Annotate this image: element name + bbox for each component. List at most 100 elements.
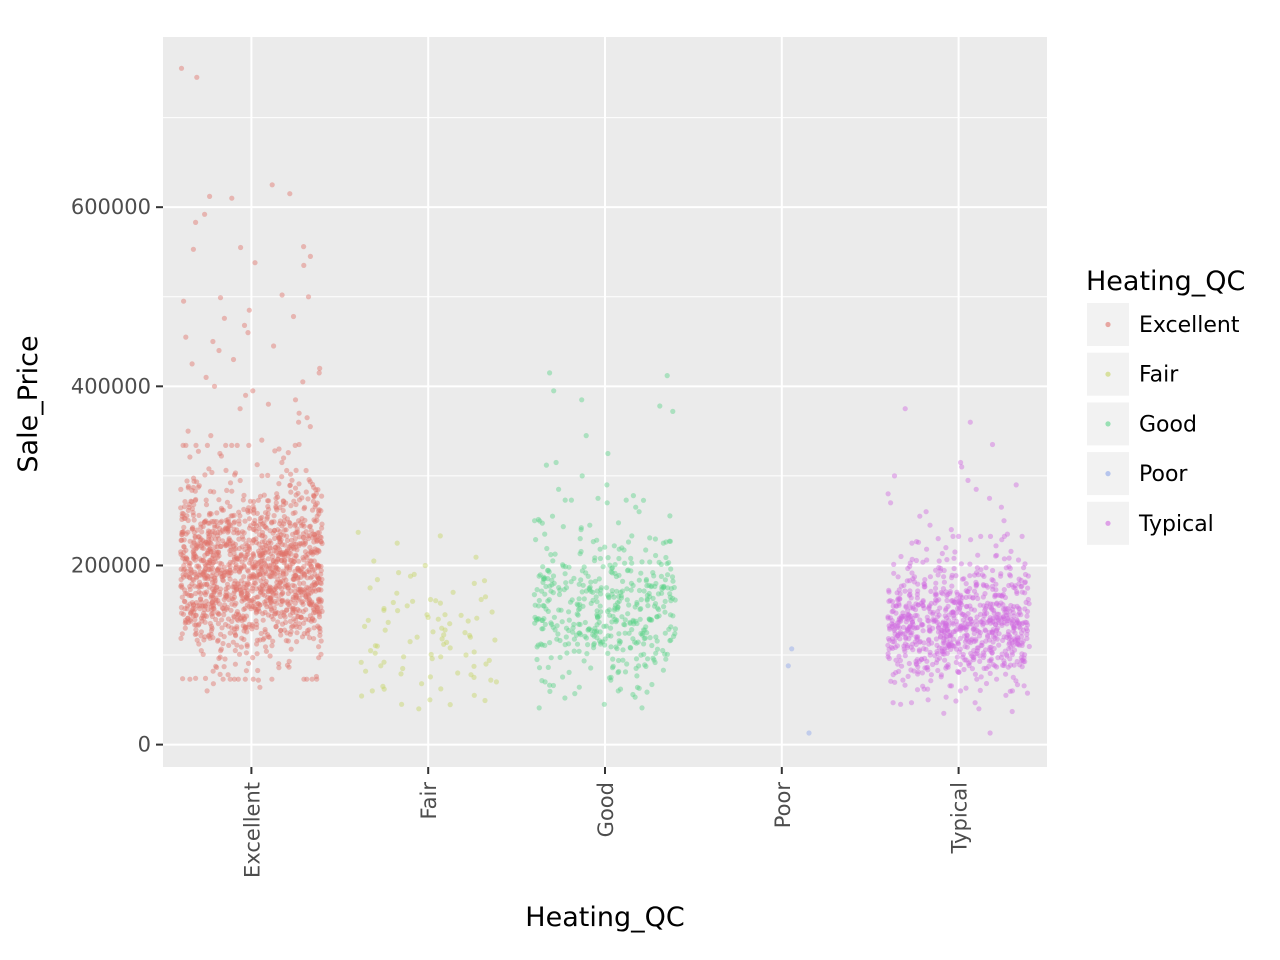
data-point-excellent xyxy=(316,644,322,650)
data-point-excellent xyxy=(206,559,212,566)
data-point-excellent xyxy=(307,561,313,567)
data-point-excellent xyxy=(234,642,240,648)
data-point-excellent xyxy=(192,497,198,504)
data-point-excellent xyxy=(218,570,224,576)
data-point-excellent xyxy=(270,561,277,567)
data-point-excellent xyxy=(273,585,279,591)
data-point-typical xyxy=(944,597,950,604)
data-point-typical xyxy=(963,594,969,601)
data-point-excellent xyxy=(288,646,294,652)
data-point-excellent xyxy=(228,513,234,519)
data-point-excellent xyxy=(250,388,256,394)
data-point-good xyxy=(638,570,644,576)
data-point-typical xyxy=(994,664,1000,670)
data-point-excellent xyxy=(217,530,223,536)
data-point-typical xyxy=(1018,577,1024,583)
data-point-excellent xyxy=(268,540,274,546)
data-point-excellent xyxy=(207,557,213,563)
data-point-good xyxy=(592,625,598,632)
data-point-excellent xyxy=(232,632,239,638)
data-point-fair xyxy=(395,608,401,614)
data-point-typical xyxy=(912,607,919,613)
data-point-excellent xyxy=(313,502,319,508)
data-point-excellent xyxy=(203,497,209,503)
data-point-excellent xyxy=(298,614,304,620)
data-point-excellent xyxy=(301,589,307,595)
data-point-good xyxy=(549,582,555,588)
data-point-excellent xyxy=(233,611,240,617)
data-point-typical xyxy=(957,646,963,652)
data-point-excellent xyxy=(241,597,247,603)
data-point-excellent xyxy=(227,570,233,576)
data-point-excellent xyxy=(229,601,235,607)
data-point-good xyxy=(624,597,630,603)
data-point-good xyxy=(636,663,642,669)
data-point-excellent xyxy=(233,546,239,552)
data-point-typical xyxy=(917,513,923,519)
data-point-excellent xyxy=(194,574,200,580)
data-point-good xyxy=(634,599,640,606)
data-point-excellent xyxy=(286,658,292,665)
data-point-excellent xyxy=(189,526,195,532)
data-point-excellent xyxy=(305,536,311,542)
data-point-excellent xyxy=(265,612,271,618)
data-point-typical xyxy=(901,646,907,652)
data-point-good xyxy=(668,598,674,604)
data-point-typical xyxy=(963,604,970,610)
data-point-fair xyxy=(410,598,416,604)
data-point-good xyxy=(550,682,557,689)
data-point-excellent xyxy=(251,507,257,513)
data-point-typical xyxy=(953,646,960,652)
data-point-typical xyxy=(988,601,994,607)
major-gridlines xyxy=(163,37,1047,767)
data-point-excellent xyxy=(281,575,287,581)
data-point-typical xyxy=(903,603,909,609)
data-point-typical xyxy=(931,618,937,625)
data-point-typical xyxy=(974,650,980,657)
data-point-excellent xyxy=(273,600,280,606)
data-point-good xyxy=(629,627,635,633)
data-point-excellent xyxy=(312,531,318,538)
data-point-good xyxy=(607,562,613,568)
data-point-excellent xyxy=(193,675,199,681)
data-point-typical xyxy=(885,491,891,497)
data-point-excellent xyxy=(271,343,277,349)
data-point-typical xyxy=(969,618,975,625)
data-point-good xyxy=(644,630,650,636)
data-point-excellent xyxy=(267,538,273,544)
data-point-good xyxy=(562,642,568,648)
data-point-typical xyxy=(951,599,957,605)
data-point-good xyxy=(656,607,662,613)
data-point-typical xyxy=(989,606,995,613)
data-point-typical xyxy=(887,615,894,621)
data-point-excellent xyxy=(228,570,234,576)
data-point-excellent xyxy=(194,543,200,549)
data-point-excellent xyxy=(279,474,285,480)
data-point-typical xyxy=(1004,621,1010,627)
data-point-good xyxy=(602,636,608,642)
data-point-typical xyxy=(989,629,995,636)
data-point-typical xyxy=(1006,617,1012,624)
data-point-excellent xyxy=(221,608,227,614)
data-point-typical xyxy=(983,603,990,609)
data-point-excellent xyxy=(260,521,266,527)
data-point-good xyxy=(571,648,577,654)
data-point-good xyxy=(594,614,601,620)
data-point-typical xyxy=(941,635,947,641)
data-point-typical xyxy=(1022,590,1028,596)
data-point-excellent xyxy=(185,507,191,513)
data-point-excellent xyxy=(315,596,322,602)
data-point-excellent xyxy=(244,543,250,549)
data-point-excellent xyxy=(279,459,285,466)
data-point-typical xyxy=(948,641,954,647)
data-point-excellent xyxy=(293,552,299,558)
data-point-excellent xyxy=(236,545,242,552)
data-point-typical xyxy=(992,632,999,638)
data-point-typical xyxy=(967,603,973,609)
data-point-good xyxy=(594,608,600,614)
data-point-typical xyxy=(896,653,902,660)
data-point-excellent xyxy=(305,496,311,502)
data-point-typical xyxy=(933,590,939,597)
data-point-good xyxy=(617,686,624,692)
